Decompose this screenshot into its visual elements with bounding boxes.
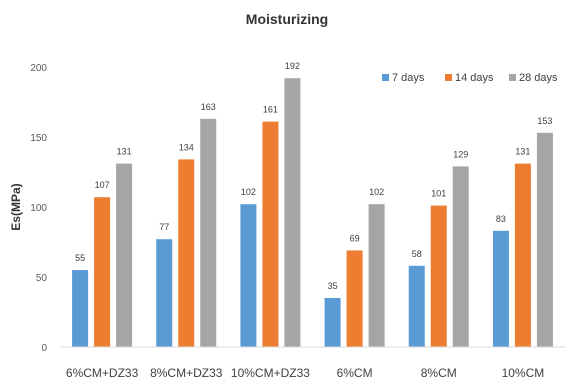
bar-14-days	[94, 197, 111, 347]
data-label: 83	[496, 214, 506, 224]
bar-28-days	[536, 132, 553, 347]
data-label: 163	[201, 102, 216, 112]
y-axis-label: Es(MPa)	[9, 183, 23, 230]
bar-28-days	[116, 163, 133, 347]
data-label: 134	[179, 142, 194, 152]
legend-item: 7 days	[382, 72, 425, 84]
data-label: 58	[412, 249, 422, 259]
x-tick-label: 10%CM	[502, 366, 545, 380]
y-tick-label: 150	[30, 133, 47, 144]
data-label: 77	[159, 222, 169, 232]
y-tick-label: 100	[30, 203, 47, 214]
bar-7-days	[72, 270, 89, 347]
bar-7-days	[240, 204, 257, 347]
bar-28-days	[452, 166, 469, 347]
legend-label: 7 days	[392, 72, 425, 84]
y-axis: 0 50 100 150 200	[30, 63, 47, 354]
data-label: 102	[241, 187, 256, 197]
bar-14-days	[346, 250, 363, 347]
legend-swatch	[382, 74, 389, 81]
legend-swatch	[445, 74, 452, 81]
data-label: 107	[95, 180, 110, 190]
legend-swatch	[509, 74, 516, 81]
bar-14-days	[262, 121, 279, 347]
data-label: 161	[263, 105, 278, 115]
data-label: 35	[328, 281, 338, 291]
data-label: 192	[285, 61, 300, 71]
legend-item: 28 days	[509, 72, 558, 84]
bar-series-group: 55 107 131 77 134 163 102 161 192 35 69 102 58 101 129…	[72, 61, 553, 347]
data-label: 153	[537, 116, 552, 126]
data-label: 129	[453, 149, 468, 159]
bar-7-days	[156, 239, 173, 347]
x-tick-label: 10%CM+DZ33	[231, 366, 310, 380]
data-label: 131	[515, 147, 530, 157]
x-tick-label: 6%CM+DZ33	[66, 366, 139, 380]
x-tick-label: 8%CM	[421, 366, 457, 380]
category-group: 83 131 153	[492, 116, 553, 347]
bar-28-days	[200, 118, 217, 347]
category-group: 35 69 102	[324, 187, 385, 347]
x-axis: 6%CM+DZ33 8%CM+DZ33 10%CM+DZ33 6%CM 8%CM 10%C…	[60, 346, 565, 380]
legend-item: 14 days	[445, 72, 494, 84]
bar-7-days	[492, 230, 509, 347]
category-group: 55 107 131	[72, 147, 133, 347]
y-tick-label: 50	[36, 273, 48, 284]
bar-14-days	[430, 205, 447, 347]
y-tick-label: 200	[30, 63, 47, 74]
data-label: 69	[350, 233, 360, 243]
legend: 7 days 14 days 28 days	[382, 72, 558, 84]
legend-label: 28 days	[519, 72, 558, 84]
data-label: 102	[369, 187, 384, 197]
x-tick-label: 8%CM+DZ33	[150, 366, 223, 380]
category-group: 77 134 163	[156, 102, 217, 347]
data-label: 131	[117, 147, 132, 157]
bar-7-days	[408, 265, 425, 347]
data-label: 55	[75, 253, 85, 263]
legend-label: 14 days	[455, 72, 494, 84]
category-group: 58 101 129	[408, 149, 469, 347]
y-tick-label: 0	[41, 343, 47, 354]
x-tick-label: 6%CM	[337, 366, 373, 380]
bar-14-days	[178, 159, 195, 347]
bar-14-days	[514, 163, 531, 347]
data-label: 101	[431, 189, 446, 199]
bar-28-days	[284, 78, 301, 347]
bar-28-days	[368, 204, 385, 347]
bar-7-days	[324, 298, 341, 347]
chart-title: Moisturizing	[246, 11, 328, 27]
category-group: 102 161 192	[240, 61, 301, 347]
